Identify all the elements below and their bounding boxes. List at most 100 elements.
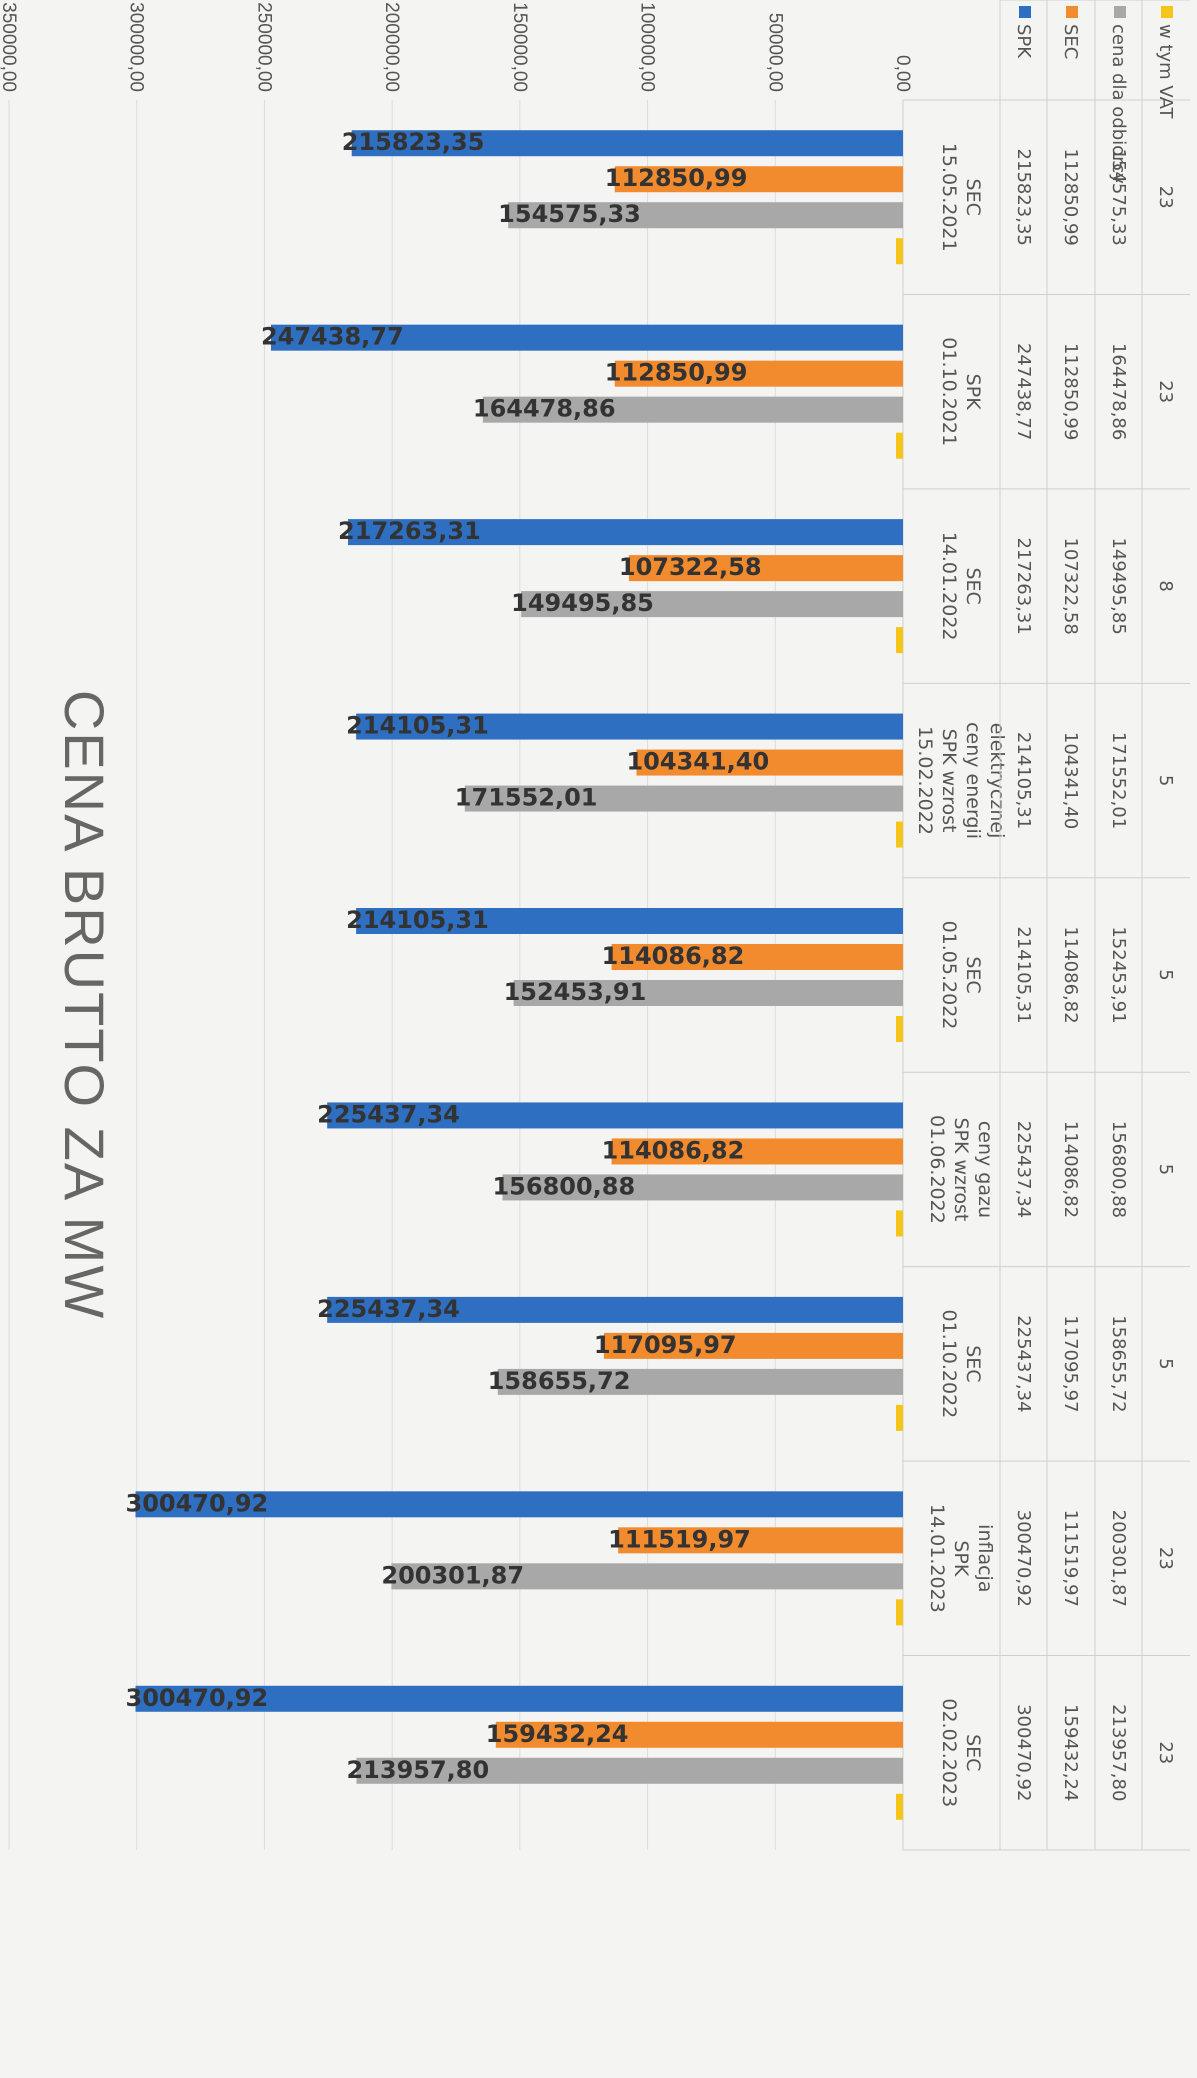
legend-label: SEC bbox=[1060, 24, 1081, 59]
y-tick-label: 100000,00 bbox=[637, 2, 658, 92]
data-label: 114086,82 bbox=[602, 1136, 745, 1164]
bar-sec bbox=[603, 1332, 903, 1359]
data-label: 215823,35 bbox=[342, 128, 485, 156]
bar-w-tym-vat bbox=[896, 1016, 903, 1042]
bar-cena-dla-odbiorcy bbox=[482, 396, 903, 423]
data-label: 152453,91 bbox=[504, 978, 647, 1006]
bar-sec bbox=[611, 1138, 903, 1165]
category-label: SPK bbox=[950, 1540, 972, 1577]
category-label: 01.10.2021 bbox=[938, 337, 960, 446]
category-label: SPK wzrost bbox=[950, 1117, 972, 1221]
category-label: SPK bbox=[962, 374, 984, 411]
table-cell: 5 bbox=[1155, 1358, 1176, 1369]
bar-spk bbox=[327, 1102, 903, 1129]
legend-label: w tym VAT bbox=[1155, 24, 1176, 119]
legend-label: SPK bbox=[1013, 24, 1034, 59]
bar-sec bbox=[495, 1721, 903, 1748]
bar-sec bbox=[628, 555, 903, 582]
bar-spk bbox=[351, 130, 903, 157]
data-label: 213957,80 bbox=[346, 1756, 489, 1784]
table-cell: 300470,92 bbox=[1013, 1510, 1034, 1607]
bar-w-tym-vat bbox=[896, 432, 903, 459]
data-label: 149495,85 bbox=[511, 589, 654, 617]
category-label: 02.02.2023 bbox=[938, 1698, 960, 1807]
table-cell: 112850,99 bbox=[1060, 149, 1081, 246]
bar-spk bbox=[135, 1491, 903, 1518]
table-cell: 225437,34 bbox=[1013, 1315, 1034, 1412]
category-label: SEC bbox=[962, 1345, 984, 1382]
y-tick-label: 300000,00 bbox=[126, 2, 147, 92]
data-label: 217263,31 bbox=[338, 517, 481, 545]
table-cell: 171552,01 bbox=[1108, 732, 1129, 829]
bar-w-tym-vat bbox=[896, 238, 903, 265]
category-label: 01.05.2022 bbox=[938, 921, 960, 1030]
table-cell: 114086,82 bbox=[1060, 1121, 1081, 1218]
data-label: 112850,99 bbox=[605, 359, 748, 387]
bar-cena-dla-odbiorcy bbox=[356, 1757, 903, 1784]
bar-cena-dla-odbiorcy bbox=[521, 591, 903, 618]
bar-cena-dla-odbiorcy bbox=[497, 1368, 903, 1395]
table-cell: 164478,86 bbox=[1108, 343, 1129, 440]
data-label: 117095,97 bbox=[594, 1331, 737, 1359]
bar-cena-dla-odbiorcy bbox=[464, 785, 903, 812]
table-cell: 300470,92 bbox=[1013, 1704, 1034, 1801]
bar-w-tym-vat bbox=[896, 1210, 903, 1237]
table-cell: 111519,97 bbox=[1060, 1510, 1081, 1607]
data-label: 107322,58 bbox=[619, 553, 762, 581]
category-label: 15.02.2022 bbox=[914, 726, 936, 835]
table-cell: 247438,77 bbox=[1013, 343, 1034, 440]
table-cell: 217263,31 bbox=[1013, 537, 1034, 634]
bar-spk bbox=[327, 1296, 903, 1323]
data-label: 156800,88 bbox=[492, 1172, 635, 1200]
bar-spk bbox=[348, 519, 903, 546]
data-label: 112850,99 bbox=[605, 164, 748, 192]
table-cell: 149495,85 bbox=[1108, 537, 1129, 634]
table-cell: 8 bbox=[1155, 580, 1176, 591]
bar-sec bbox=[611, 944, 903, 970]
table-cell: 156800,88 bbox=[1108, 1121, 1129, 1218]
bar-spk bbox=[356, 908, 903, 934]
bar-w-tym-vat bbox=[896, 1404, 903, 1431]
data-label: 111519,97 bbox=[608, 1525, 751, 1553]
bar-w-tym-vat bbox=[896, 627, 903, 654]
bar-cena-dla-odbiorcy bbox=[513, 980, 903, 1006]
table-cell: 215823,35 bbox=[1013, 149, 1034, 246]
category-label: inflacja bbox=[974, 1524, 996, 1592]
table-cell: 114086,82 bbox=[1060, 926, 1081, 1023]
data-label: 104341,40 bbox=[626, 748, 769, 776]
table-cell: 23 bbox=[1155, 380, 1176, 403]
bar-sec bbox=[618, 1527, 903, 1554]
legend-swatch bbox=[1161, 6, 1173, 18]
table-cell: 5 bbox=[1155, 775, 1176, 786]
table-cell: 158655,72 bbox=[1108, 1315, 1129, 1412]
table-cell: 112850,99 bbox=[1060, 343, 1081, 440]
bar-sec bbox=[614, 360, 903, 387]
table-cell: 225437,34 bbox=[1013, 1121, 1034, 1218]
table-cell: 117095,97 bbox=[1060, 1315, 1081, 1412]
table-cell: 5 bbox=[1155, 1164, 1176, 1175]
bar-sec bbox=[636, 749, 903, 776]
table-cell: 152453,91 bbox=[1108, 926, 1129, 1023]
table-cell: 107322,58 bbox=[1060, 537, 1081, 634]
category-label: 15.05.2021 bbox=[938, 143, 960, 252]
bar-w-tym-vat bbox=[896, 821, 903, 848]
table-cell: 214105,31 bbox=[1013, 732, 1034, 829]
bar-spk bbox=[270, 324, 903, 351]
table-cell: 104341,40 bbox=[1060, 732, 1081, 829]
category-label: SPK wzrost bbox=[938, 729, 960, 833]
category-label: elektrycznej bbox=[986, 723, 1008, 839]
chart-title: CENA BRUTTO ZA MW bbox=[53, 690, 116, 1320]
category-label: SEC bbox=[962, 1734, 984, 1771]
category-label: ceny gazu bbox=[974, 1121, 996, 1218]
data-label: 114086,82 bbox=[602, 942, 745, 970]
data-label: 225437,34 bbox=[317, 1295, 460, 1323]
data-label: 200301,87 bbox=[381, 1561, 524, 1589]
data-label: 214105,31 bbox=[346, 712, 489, 740]
legend-label: cena dla odbiorcy bbox=[1108, 24, 1129, 184]
category-label: ceny energii bbox=[962, 722, 984, 839]
table-cell: 214105,31 bbox=[1013, 926, 1034, 1023]
y-tick-label: 200000,00 bbox=[381, 2, 402, 92]
legend-swatch bbox=[1114, 6, 1126, 18]
category-label: 14.01.2022 bbox=[938, 532, 960, 641]
